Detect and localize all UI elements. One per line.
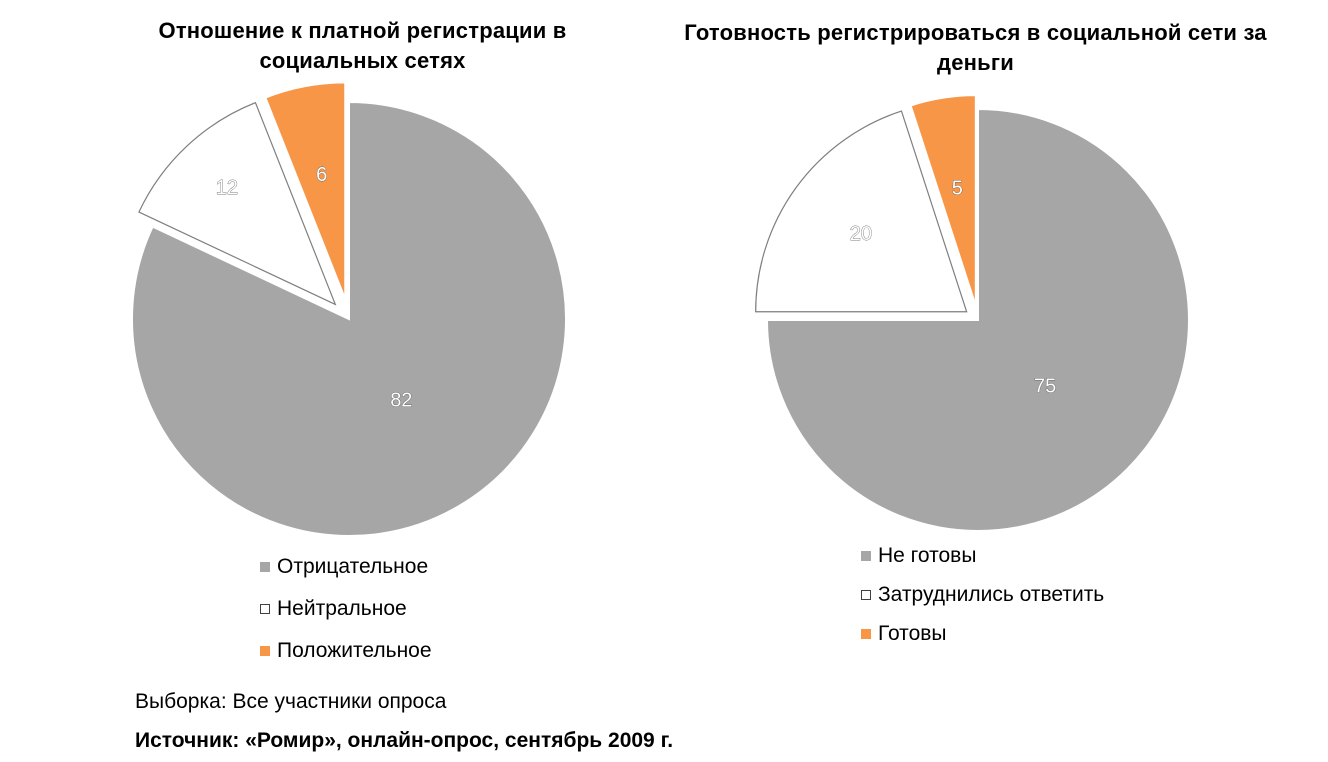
legend-label: Нейтральное [277,597,407,620]
legend-swatch [861,629,871,639]
legend-swatch [260,562,270,572]
legend-swatch [861,590,871,600]
pie-slice [131,100,567,537]
legend-label: Затруднились ответить [878,583,1105,606]
source-note: Источник: «Ромир», онлайн-опрос, сентябр… [135,729,674,752]
pie-slice [264,81,347,300]
legend-swatch [861,551,871,561]
slice-value-label: 20 [850,223,872,245]
pie-slice [755,110,968,313]
pie-slice [765,107,1190,532]
chart-title-right: Готовность регистрироваться в социальной… [684,20,1267,75]
slice-value-label: 12 [216,177,238,199]
slice-value-label: 82 [390,390,412,412]
legend-label: Готовы [878,622,947,645]
legend-label: Отрицательное [277,555,429,578]
pie-slice [138,101,337,306]
slice-value-label: 5 [952,178,963,200]
legend-swatch [260,604,270,614]
chart-title-left: Отношение к платной регистрации в социал… [158,18,567,73]
legend-swatch [260,646,270,656]
legend-label: Не готовы [878,544,977,567]
sample-note: Выборка: Все участники опроса [135,690,447,713]
legend-label: Положительное [277,639,432,662]
slice-value-label: 6 [316,164,327,186]
slice-value-label: 75 [1034,375,1056,397]
pie-slice [909,94,977,307]
